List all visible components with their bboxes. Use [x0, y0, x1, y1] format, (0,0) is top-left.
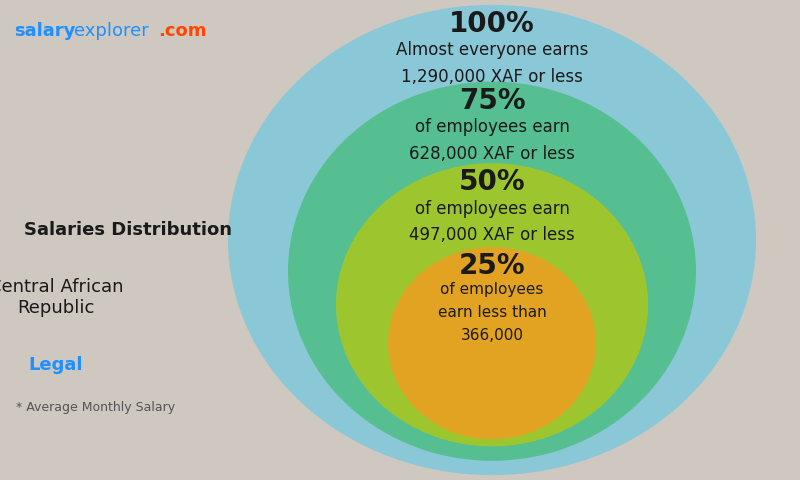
Text: 50%: 50%	[458, 168, 526, 196]
Text: Almost everyone earns: Almost everyone earns	[396, 41, 588, 60]
Text: Central African
Republic: Central African Republic	[0, 278, 123, 317]
Text: 497,000 XAF or less: 497,000 XAF or less	[409, 226, 575, 244]
Ellipse shape	[228, 5, 756, 475]
Text: 1,290,000 XAF or less: 1,290,000 XAF or less	[401, 68, 583, 86]
Text: 75%: 75%	[458, 87, 526, 115]
Text: 366,000: 366,000	[461, 328, 523, 343]
Text: of employees: of employees	[440, 282, 544, 297]
Text: Salaries Distribution: Salaries Distribution	[24, 221, 232, 240]
Ellipse shape	[336, 163, 648, 446]
Text: Legal: Legal	[29, 356, 83, 374]
Text: of employees earn: of employees earn	[414, 200, 570, 218]
Text: 100%: 100%	[449, 10, 535, 38]
Text: 628,000 XAF or less: 628,000 XAF or less	[409, 144, 575, 163]
Text: .com: .com	[158, 22, 207, 40]
Ellipse shape	[288, 82, 696, 461]
Text: 25%: 25%	[458, 252, 526, 280]
Text: of employees earn: of employees earn	[414, 118, 570, 136]
Ellipse shape	[388, 247, 596, 439]
Text: salary: salary	[14, 22, 76, 40]
Text: earn less than: earn less than	[438, 305, 546, 320]
Text: explorer: explorer	[74, 22, 149, 40]
Text: * Average Monthly Salary: * Average Monthly Salary	[16, 401, 175, 415]
